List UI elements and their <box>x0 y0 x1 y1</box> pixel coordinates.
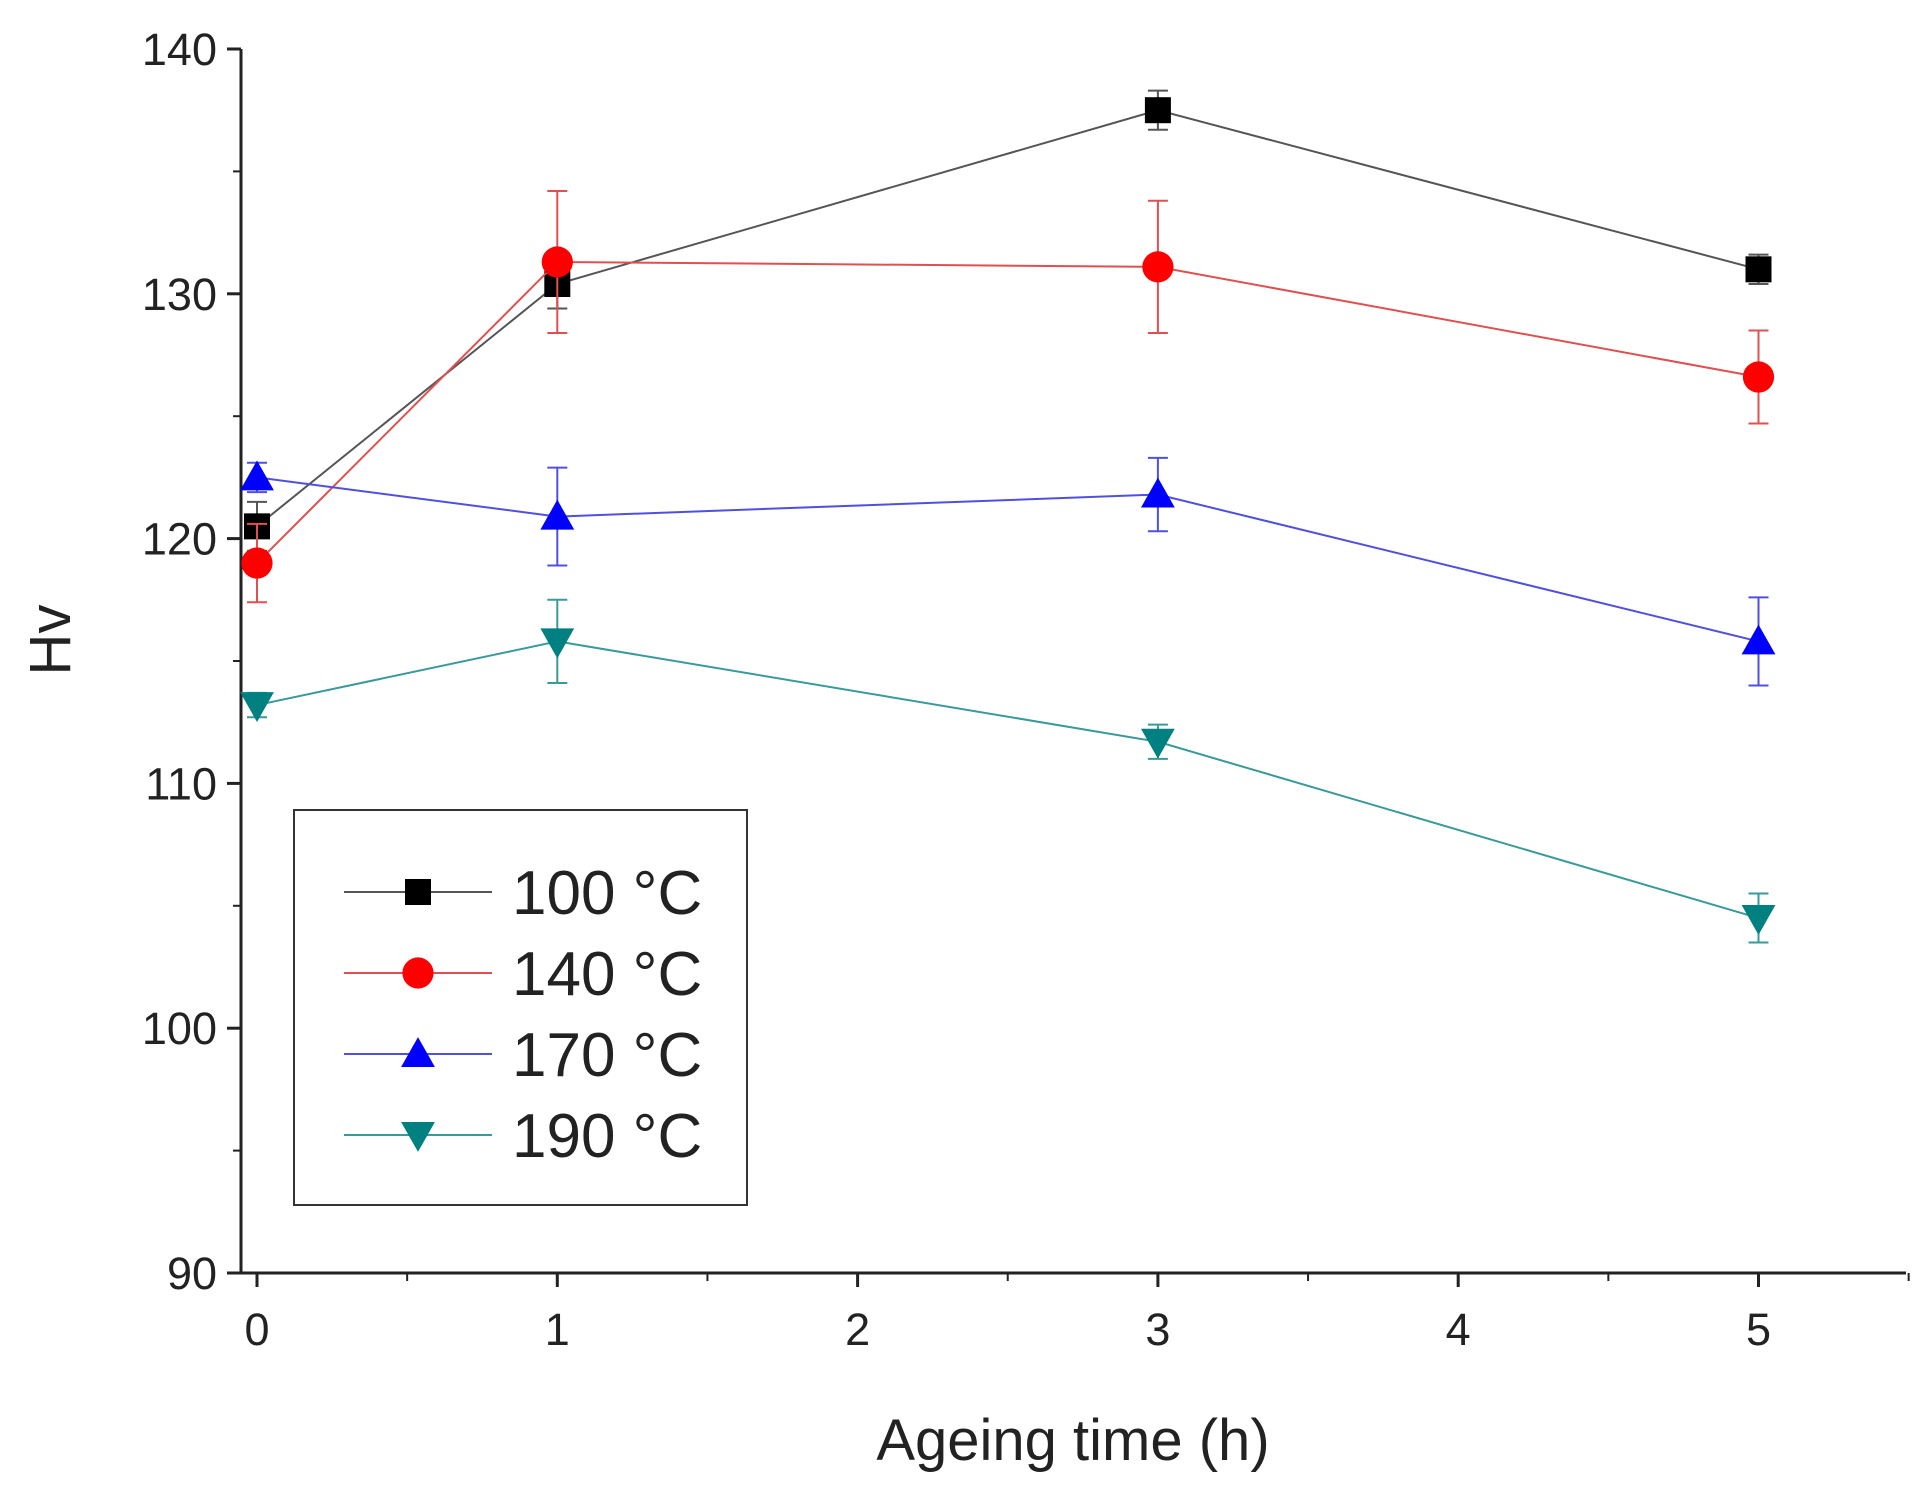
triangle-up-marker <box>1741 624 1776 655</box>
legend-label: 190 °C <box>512 1102 702 1171</box>
x-tick-label: 2 <box>845 1304 870 1355</box>
legend-item: 170 °C <box>344 1021 702 1090</box>
y-tick-label: 130 <box>142 269 217 320</box>
legend-item: 190 °C <box>344 1102 702 1171</box>
legend-item: 100 °C <box>344 859 702 928</box>
triangle-down-marker <box>540 628 575 659</box>
x-tick-label: 3 <box>1145 1304 1170 1355</box>
x-tick-label: 4 <box>1446 1304 1471 1355</box>
triangle-up-marker <box>540 499 575 530</box>
circle-marker <box>541 246 573 278</box>
x-tick-label: 1 <box>545 1304 570 1355</box>
circle-marker <box>1742 361 1775 393</box>
triangle-down-marker <box>1741 905 1776 935</box>
triangle-up-marker <box>240 460 274 491</box>
legend-label: 100 °C <box>512 859 702 928</box>
y-tick-label: 90 <box>167 1248 217 1299</box>
x-tick-label: 0 <box>244 1304 269 1355</box>
circle-marker <box>241 547 273 579</box>
series-line <box>256 476 1759 643</box>
series-line <box>256 260 1759 564</box>
y-tick-label: 100 <box>142 1003 217 1054</box>
circle-marker <box>1142 251 1174 283</box>
series-100C <box>244 89 1772 552</box>
y-tick-label: 110 <box>145 758 217 809</box>
triangle-down-marker <box>1141 728 1175 759</box>
triangle-down-marker <box>401 1122 435 1152</box>
legend-box <box>293 809 748 1206</box>
triangle-up-marker <box>401 1037 435 1067</box>
y-tick-label: 140 <box>142 24 217 75</box>
square-marker <box>1745 256 1772 283</box>
series-line <box>256 640 1759 919</box>
triangle-up-marker <box>1141 477 1175 508</box>
square-marker <box>1144 97 1171 124</box>
legend-label: 140 °C <box>512 940 702 1009</box>
legend-label: 170 °C <box>512 1021 702 1090</box>
triangle-down-marker <box>240 692 274 722</box>
x-tick-label: 5 <box>1746 1304 1771 1355</box>
square-marker <box>405 879 431 905</box>
series-170C <box>240 456 1776 687</box>
circle-marker <box>402 957 434 989</box>
legend-item: 140 °C <box>344 940 702 1009</box>
y-axis-title: Hv <box>18 605 83 676</box>
series-140C <box>241 189 1775 604</box>
x-axis-title: Ageing time (h) <box>876 1408 1269 1473</box>
series-190C <box>240 598 1776 944</box>
y-tick-label: 120 <box>142 514 217 565</box>
series-line <box>256 109 1759 528</box>
